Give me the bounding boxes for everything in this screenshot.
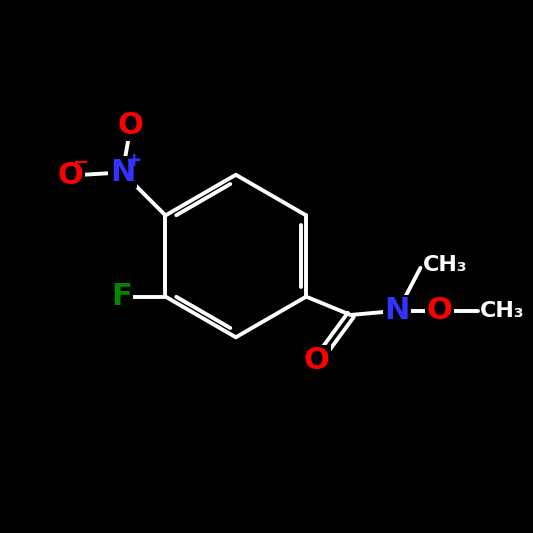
Text: O: O: [57, 160, 83, 190]
Text: CH₃: CH₃: [480, 301, 525, 321]
Text: O: O: [304, 346, 329, 375]
Text: N: N: [384, 296, 409, 325]
Text: +: +: [126, 151, 142, 171]
Text: CH₃: CH₃: [423, 255, 467, 274]
Text: O: O: [427, 296, 453, 325]
Text: −: −: [74, 152, 90, 172]
Text: O: O: [117, 111, 143, 140]
Text: N: N: [110, 158, 135, 187]
Text: F: F: [111, 282, 132, 311]
